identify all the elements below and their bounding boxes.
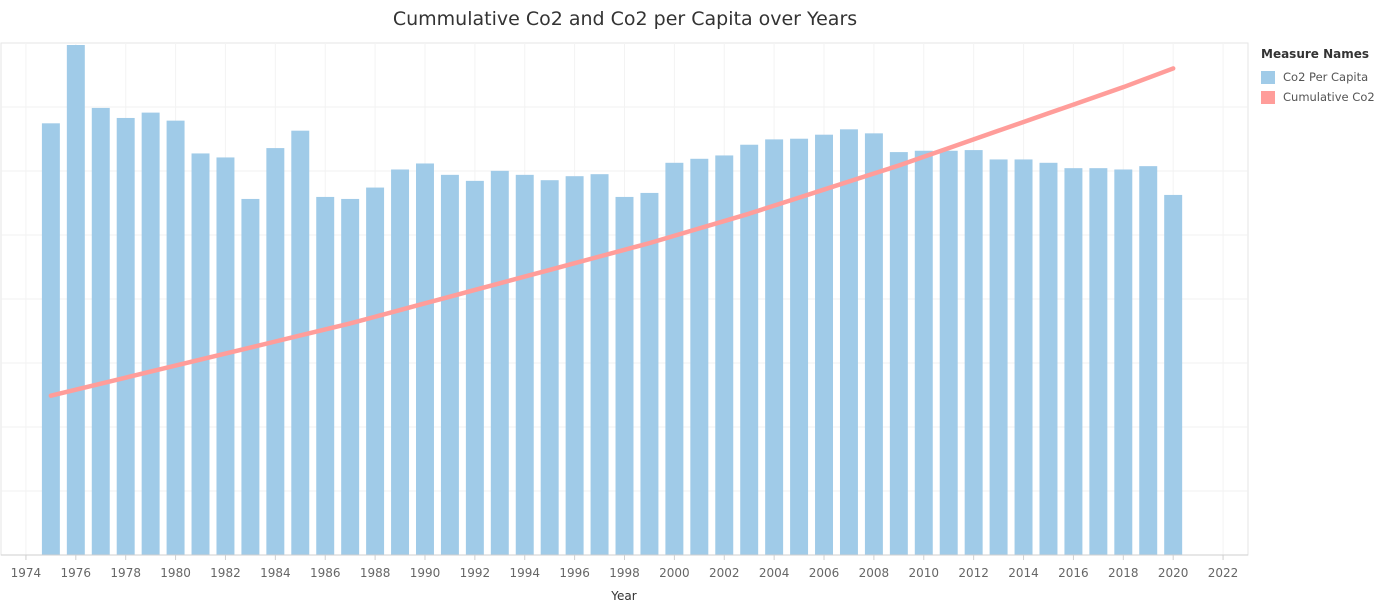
bar-co2-per-capita[interactable] (440, 174, 459, 555)
x-tick-label: 1994 (509, 566, 540, 580)
bar-co2-per-capita[interactable] (291, 130, 310, 555)
bar-co2-per-capita[interactable] (1039, 162, 1058, 556)
bar-co2-per-capita[interactable] (1164, 194, 1183, 555)
bar-co2-per-capita[interactable] (216, 157, 235, 555)
bar-series (41, 45, 1183, 556)
bar-co2-per-capita[interactable] (191, 153, 210, 555)
x-axis-title: Year (610, 589, 636, 603)
bar-co2-per-capita[interactable] (590, 174, 609, 555)
legend-swatch (1261, 70, 1275, 84)
x-tick-label: 2016 (1058, 566, 1089, 580)
bar-co2-per-capita[interactable] (640, 192, 659, 556)
bar-co2-per-capita[interactable] (1114, 169, 1133, 556)
x-tick-label: 2000 (659, 566, 690, 580)
bar-co2-per-capita[interactable] (416, 163, 434, 555)
legend-label: Co2 Per Capita (1283, 70, 1369, 84)
x-tick-label: 2014 (1008, 566, 1039, 580)
x-tick-label: 2004 (759, 566, 790, 580)
bar-co2-per-capita[interactable] (765, 139, 784, 555)
bar-co2-per-capita[interactable] (665, 162, 684, 556)
bar-co2-per-capita[interactable] (864, 133, 883, 555)
x-tick-label: 1988 (360, 566, 391, 580)
bar-co2-per-capita[interactable] (1064, 168, 1083, 555)
bar-co2-per-capita[interactable] (366, 187, 385, 555)
bar-co2-per-capita[interactable] (615, 196, 634, 555)
bar-co2-per-capita[interactable] (790, 138, 809, 555)
bar-co2-per-capita[interactable] (391, 169, 410, 556)
x-tick-label: 1976 (61, 566, 92, 580)
bar-co2-per-capita[interactable] (914, 150, 933, 555)
legend-item[interactable]: Co2 Per Capita (1261, 67, 1396, 87)
bar-co2-per-capita[interactable] (316, 196, 335, 555)
bar-co2-per-capita[interactable] (490, 170, 509, 555)
legend-item[interactable]: Cumulative Co2 (1261, 87, 1396, 107)
bar-co2-per-capita[interactable] (116, 117, 135, 556)
x-tick-label: 1980 (160, 566, 191, 580)
x-tick-label: 2006 (809, 566, 840, 580)
bar-co2-per-capita[interactable] (166, 120, 185, 555)
bar-co2-per-capita[interactable] (66, 45, 85, 555)
bar-co2-per-capita[interactable] (939, 150, 958, 555)
x-tick-label: 2012 (958, 566, 989, 580)
line-cumulative-co2[interactable] (48, 66, 1176, 398)
legend-title: Measure Names (1261, 47, 1370, 61)
bar-co2-per-capita[interactable] (1014, 159, 1033, 555)
bar-co2-per-capita[interactable] (565, 176, 584, 555)
bar-co2-per-capita[interactable] (1089, 168, 1108, 555)
x-tick-label: 1978 (110, 566, 141, 580)
x-tick-label: 1998 (609, 566, 640, 580)
bar-co2-per-capita[interactable] (91, 107, 110, 556)
chart-plot: 1974 1976 1978 1980 1982 1984 1986 1988 1990 1992… (0, 42, 1249, 603)
bar-co2-per-capita[interactable] (540, 180, 559, 555)
x-tick-label: 1992 (460, 566, 491, 580)
bar-co2-per-capita[interactable] (141, 112, 160, 556)
x-tick-label: 1974 (11, 566, 42, 580)
bar-co2-per-capita[interactable] (715, 155, 734, 555)
bar-co2-per-capita[interactable] (41, 123, 60, 555)
x-tick-label: 2018 (1108, 566, 1139, 580)
x-tick-label: 1982 (210, 566, 241, 580)
line-series (48, 66, 1176, 398)
bar-co2-per-capita[interactable] (889, 152, 908, 555)
legend-label: Cumulative Co2 (1283, 90, 1375, 104)
bar-co2-per-capita[interactable] (266, 148, 285, 555)
x-tick-label: 2002 (709, 566, 740, 580)
bar-co2-per-capita[interactable] (690, 158, 709, 556)
x-tick-label: 2008 (859, 566, 890, 580)
x-tick-label: 1984 (260, 566, 291, 580)
x-tick-label: 1996 (559, 566, 590, 580)
bar-co2-per-capita[interactable] (515, 174, 534, 555)
bar-co2-per-capita[interactable] (815, 134, 833, 555)
bar-co2-per-capita[interactable] (964, 150, 983, 555)
x-tick-label: 2020 (1158, 566, 1189, 580)
chart-title: Cummulative Co2 and Co2 per Capita over … (392, 8, 858, 30)
x-tick-label: 2010 (909, 566, 940, 580)
bar-co2-per-capita[interactable] (241, 198, 260, 555)
bar-co2-per-capita[interactable] (839, 129, 858, 555)
x-tick-label: 1990 (410, 566, 441, 580)
x-axis-ticks: 1974 1976 1978 1980 1982 1984 1986 1988 1990 1992… (11, 555, 1239, 580)
x-tick-label: 1986 (310, 566, 341, 580)
legend-swatch (1261, 90, 1275, 104)
bar-co2-per-capita[interactable] (740, 144, 759, 556)
bar-co2-per-capita[interactable] (341, 198, 360, 555)
bar-co2-per-capita[interactable] (465, 180, 484, 555)
bar-co2-per-capita[interactable] (1139, 166, 1158, 555)
legend: Measure Names Co2 Per Capita Cumulative C… (1261, 47, 1396, 107)
bar-co2-per-capita[interactable] (989, 159, 1008, 555)
x-tick-label: 2022 (1208, 566, 1239, 580)
